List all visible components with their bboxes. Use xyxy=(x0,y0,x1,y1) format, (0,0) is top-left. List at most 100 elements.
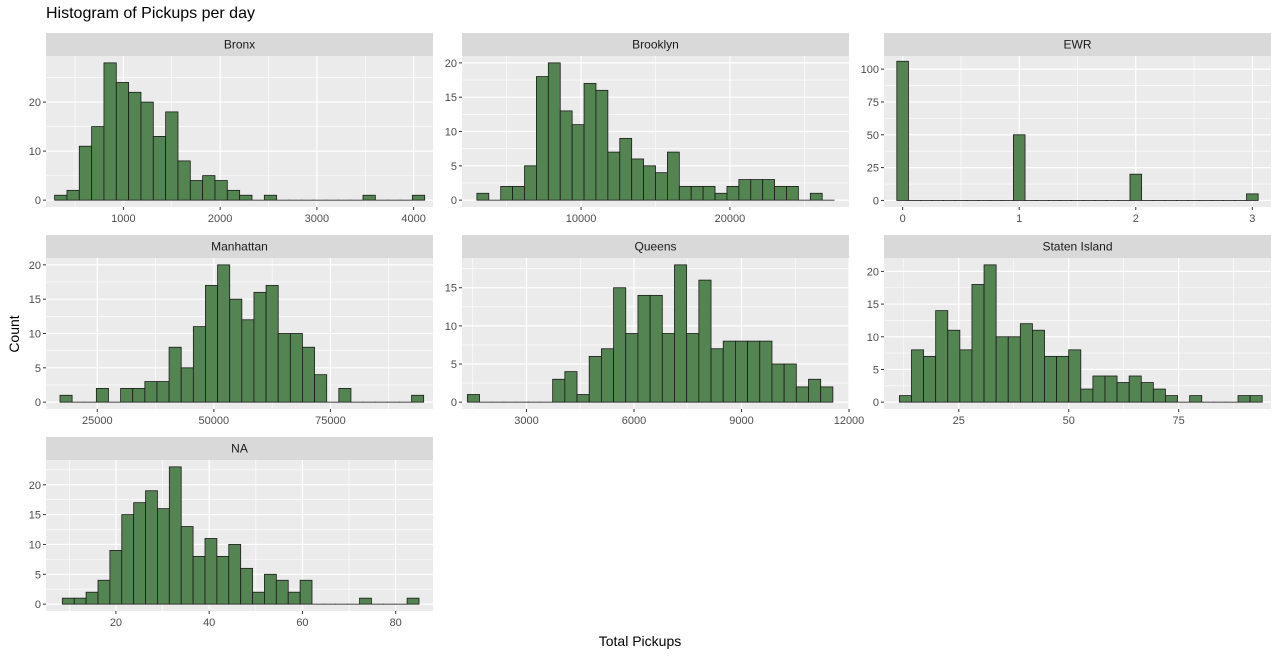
histogram-bar xyxy=(1249,395,1263,403)
histogram-bar xyxy=(217,264,231,403)
y-tick-label: 5 xyxy=(451,161,457,173)
histogram-bar xyxy=(771,363,785,403)
histogram-bar xyxy=(1012,134,1026,201)
histogram-bar xyxy=(157,508,170,605)
y-tick-label: 0 xyxy=(873,397,879,409)
histogram-bar xyxy=(947,329,961,403)
strip-bronx xyxy=(46,33,433,56)
histogram-bar xyxy=(809,192,823,201)
histogram-bar xyxy=(204,538,218,605)
histogram-bar xyxy=(1068,349,1082,403)
histogram-bar xyxy=(133,502,146,605)
histogram-bar xyxy=(747,340,761,403)
y-tick-label: 20 xyxy=(445,58,457,70)
y-tick-label: 10 xyxy=(445,321,457,333)
x-axis-label: Total Pickups xyxy=(598,633,682,649)
y-tick-label: 10 xyxy=(445,127,457,139)
y-tick-label: 15 xyxy=(29,294,41,306)
histogram-bar xyxy=(500,186,514,201)
strip-label-ewr: EWR xyxy=(1064,38,1092,52)
strip-label-na: NA xyxy=(231,442,248,456)
histogram-bar xyxy=(1092,375,1106,403)
histogram-bar xyxy=(144,381,158,403)
histogram-bar xyxy=(1116,382,1130,403)
histogram-bar xyxy=(583,83,597,201)
histogram-bar xyxy=(192,326,206,403)
histogram-bar xyxy=(1246,193,1259,201)
strip-staten-island xyxy=(884,235,1271,258)
histogram-bar xyxy=(302,346,315,403)
histogram-bar xyxy=(180,367,194,403)
x-tick-label: 75000 xyxy=(315,415,346,427)
histogram-bar xyxy=(607,151,621,201)
histogram-bar xyxy=(411,194,426,201)
histogram-bar xyxy=(738,179,752,201)
x-tick-label: 6000 xyxy=(622,415,646,427)
histogram-bar xyxy=(128,91,142,201)
histogram-bar xyxy=(180,526,194,605)
histogram-bar xyxy=(1104,375,1118,403)
histogram-bar xyxy=(1165,395,1178,403)
strip-queens xyxy=(462,235,849,258)
histogram-bar xyxy=(588,355,602,403)
histogram-bar xyxy=(275,579,289,605)
histogram-bar xyxy=(1019,323,1033,403)
histogram-bar xyxy=(263,194,278,201)
histogram-bar xyxy=(177,160,191,201)
histogram-bar xyxy=(1140,382,1154,403)
histogram-bar xyxy=(189,180,204,201)
histogram-bar xyxy=(226,189,241,201)
histogram-bar xyxy=(91,126,105,201)
histogram-bar xyxy=(678,186,692,201)
histogram-bar xyxy=(595,89,609,201)
histogram-bar xyxy=(95,388,109,403)
x-tick-label: 2000 xyxy=(208,213,232,225)
histogram-bar xyxy=(637,294,651,403)
y-tick-label: 10 xyxy=(29,329,41,341)
histogram-bar xyxy=(253,291,267,403)
histogram-bar xyxy=(165,111,179,201)
histogram-bar xyxy=(971,284,985,403)
histogram-bar xyxy=(1056,355,1070,403)
x-tick-label: 4000 xyxy=(401,213,425,225)
histogram-bar xyxy=(338,388,352,403)
x-tick-label: 10000 xyxy=(566,213,597,225)
y-axis-label: Count xyxy=(6,315,22,353)
histogram-bar xyxy=(85,591,99,605)
histogram-bar xyxy=(710,348,724,403)
histogram-bar xyxy=(289,333,303,403)
y-tick-label: 25 xyxy=(867,163,879,175)
histogram-bar xyxy=(911,349,924,403)
histogram-bar xyxy=(564,371,578,403)
histogram-bar xyxy=(152,136,167,201)
histogram-bar xyxy=(722,340,736,403)
facet-bronx: Bronx 1000 2000 3000 4000 0 10 20 xyxy=(29,33,433,225)
y-tick-label: 0 xyxy=(451,195,457,207)
histogram-bar xyxy=(121,514,135,605)
x-tick-label: 1 xyxy=(1016,213,1022,225)
y-tick-label: 20 xyxy=(29,480,41,492)
histogram-bar xyxy=(1189,395,1203,403)
x-tick-label: 1000 xyxy=(111,213,135,225)
x-tick-label: 9000 xyxy=(729,415,753,427)
histogram-bar xyxy=(1032,329,1045,403)
y-tick-label: 15 xyxy=(867,299,879,311)
histogram-bar xyxy=(66,189,80,201)
histogram-bar xyxy=(97,579,111,605)
histogram-bar xyxy=(786,186,799,201)
histogram-bar xyxy=(287,591,301,605)
histogram-bar xyxy=(205,285,218,403)
x-tick-label: 3000 xyxy=(514,415,538,427)
histogram-bar xyxy=(78,145,93,201)
histogram-bar xyxy=(265,285,279,403)
histogram-bar xyxy=(923,355,937,403)
histogram-bar xyxy=(661,333,675,403)
y-tick-label: 0 xyxy=(451,397,457,409)
strip-na xyxy=(46,437,433,460)
histogram-bar xyxy=(898,395,912,403)
histogram-bar xyxy=(808,378,822,403)
strip-manhattan xyxy=(46,235,433,258)
histogram-bar xyxy=(512,186,525,201)
x-tick-label: 40 xyxy=(203,617,215,629)
y-tick-label: 15 xyxy=(29,510,41,522)
